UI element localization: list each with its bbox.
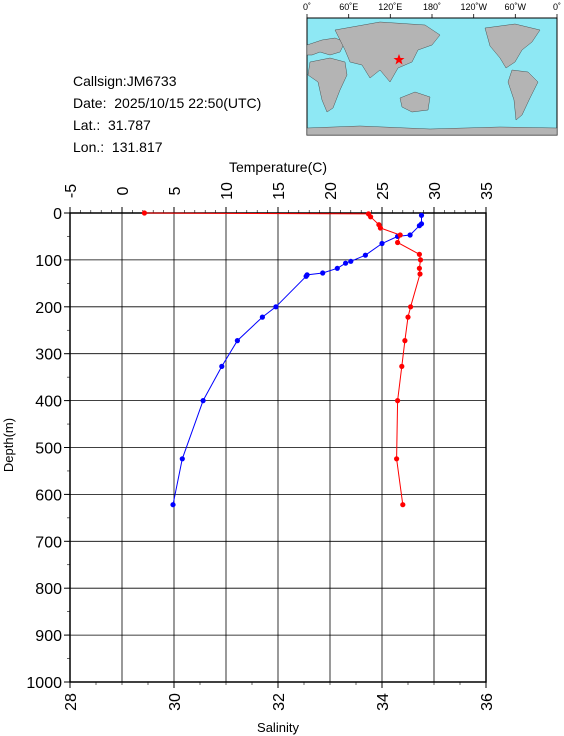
salinity-point [402,338,408,344]
salinity-axis-label: Salinity [257,720,299,735]
salinity-point [405,314,411,320]
depth-tick-label: 700 [35,534,62,551]
temperature-axis-label: Temperature(C) [229,159,327,175]
depth-axis-label: Depth(m) [1,418,16,472]
depth-tick-label: 400 [35,394,62,411]
temperature-tick-label: 35 [479,182,496,200]
temperature-point [379,240,385,247]
depth-tick-label: 1000 [26,675,62,692]
salinity-point [417,271,423,277]
temperature-point [273,304,279,310]
temperature-tick-label: 30 [427,182,444,200]
temperature-point [407,232,413,238]
temperature-tick-label: 0 [115,186,132,195]
temperature-point [259,314,265,320]
depth-tick-label: 0 [53,206,62,223]
temperature-point [234,338,240,344]
map-lon-label: 0˚ [553,2,561,12]
station-info: Callsign:JM6733 Date: 2025/10/15 22:50(U… [73,70,261,158]
temperature-tick-label: 25 [375,182,392,200]
map-land [306,21,558,136]
map-lon-label: 120˚E [378,2,402,12]
map-lon-label: 0˚ [303,2,311,12]
salinity-line [144,212,422,505]
chart-grid [69,212,487,683]
depth-tick-label: 600 [35,487,62,504]
temperature-point [418,212,425,218]
temperature-tick-label: 10 [219,182,236,200]
temperature-point [179,456,185,462]
temperature-point [200,398,206,404]
salinity-point [400,502,406,508]
temperature-point [334,265,340,271]
salinity-tick-label: 36 [479,693,496,711]
depth-tick-label: 100 [35,253,62,270]
station-star-icon [393,54,405,65]
map-lon-label: 180˚ [423,2,441,12]
temperature-point [303,273,309,279]
map-lon-label: 60˚E [339,2,358,12]
depth-tick-label: 900 [35,628,62,645]
salinity-point [416,251,422,257]
salinity-point [397,232,403,238]
salinity-point [368,214,374,220]
depth-axis: 0 100 200 300 400 500 600 700 800 900 1000 [26,206,70,692]
map-lon-label: 60˚W [505,2,527,12]
temperature-point [170,502,176,508]
temperature-point [348,258,354,264]
salinity-axis: 28 30 32 34 36 [63,682,496,711]
temperature-point [343,260,349,266]
salinity-point [395,398,401,404]
data-series [141,210,425,508]
salinity-point [394,456,400,462]
salinity-point [377,225,383,231]
temperature-tick-label: 5 [167,186,184,195]
temperature-tick-label: 20 [323,182,340,200]
temperature-tick-label: 15 [271,182,288,200]
salinity-point [416,265,422,271]
temperature-series [170,212,425,508]
salinity-point [417,257,424,263]
map-lon-label: 120˚W [460,2,487,12]
temperature-axis: -5 0 5 10 15 20 25 30 35 [63,182,496,213]
temperature-point [362,252,368,258]
callsign-text: Callsign:JM6733 [73,73,177,89]
salinity-point [399,363,405,369]
salinity-tick-label: 28 [63,693,80,711]
salinity-tick-label: 34 [375,693,392,711]
salinity-point [408,304,414,310]
map-marker [393,54,405,65]
temperature-point [219,363,225,369]
temperature-line [172,215,422,505]
latitude-text: Lat.: 31.787 [73,117,151,133]
depth-tick-label: 300 [35,347,62,364]
temperature-point [416,223,422,229]
salinity-series [141,210,424,508]
depth-tick-label: 200 [35,300,62,317]
salinity-tick-label: 30 [167,693,184,711]
date-text: Date: 2025/10/15 22:50(UTC) [73,95,262,111]
salinity-tick-label: 32 [271,693,288,711]
depth-tick-label: 800 [35,581,62,598]
temperature-point [320,270,326,276]
temperature-tick-label: -5 [63,184,80,198]
depth-tick-label: 500 [35,441,62,458]
salinity-point [141,210,147,216]
salinity-point [395,239,401,246]
longitude-text: Lon.: 131.817 [73,139,163,155]
